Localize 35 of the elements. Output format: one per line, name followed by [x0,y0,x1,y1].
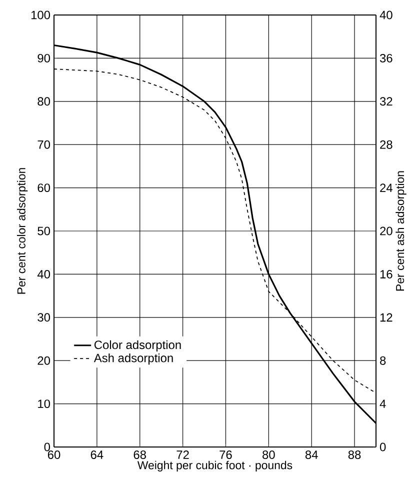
y-axis-title: Per cent color adsorption [17,168,28,294]
x-tick-label: 80 [262,450,275,459]
y-tick-label: 0 [44,442,50,452]
y2-tick-label: 12 [380,313,392,322]
x-tick-label: 84 [305,450,318,459]
y2-tick-label: 36 [380,54,392,62]
y2-tick-label: 24 [380,184,392,192]
y-tick-label: 20 [38,356,50,365]
x-tick-label: 68 [134,450,146,459]
y-tick-label: 80 [38,97,50,106]
y2-tick-label: 32 [380,97,392,106]
y-tick-label: 40 [37,270,50,278]
x-axis-title: Weight per cubic foot · pounds [137,460,292,472]
y-tick-label: 60 [38,184,50,192]
y-tick-label: 90 [38,54,50,62]
y-tick-label: 30 [38,313,50,322]
x-tick-label: 60 [48,450,60,459]
y2-tick-label: 40 [380,10,392,20]
x-tick-label: 72 [176,450,189,459]
y2-tick-label: 28 [380,140,392,149]
y2-tick-label: 4 [380,400,386,408]
x-tick-label: 64 [90,450,104,459]
y2-tick-label: 0 [380,442,386,452]
x-tick-label: 76 [220,450,232,459]
y-tick-label: 100 [31,10,50,20]
y2-tick-label: 8 [380,356,386,365]
y2-axis-title: Per cent ash adsorption [396,171,406,291]
y-tick-label: 70 [38,140,50,149]
y2-tick-label: 20 [380,226,392,236]
y2-tick-label: 16 [380,270,392,278]
legend-label: Ash adsorption [94,353,173,365]
x-tick-label: 88 [348,450,361,459]
legend-label: Color adsorption [94,340,181,352]
y-tick-label: 50 [38,226,50,236]
y-tick-label: 10 [38,400,50,408]
